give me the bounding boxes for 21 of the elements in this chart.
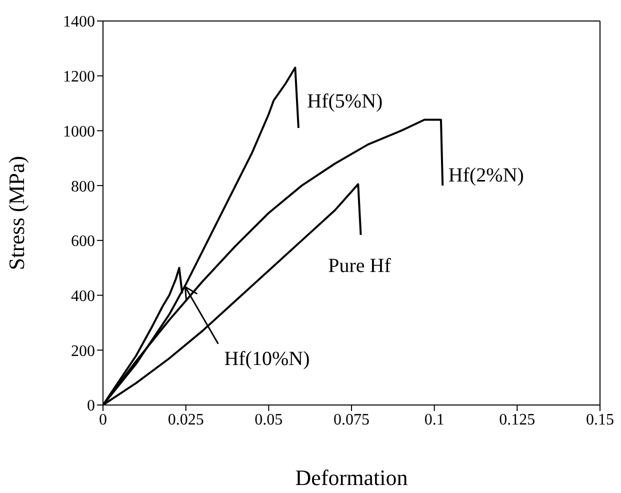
- x-tick-label: 0.025: [168, 411, 204, 428]
- series-label: Hf(2%N): [448, 164, 524, 187]
- x-tick-label: 0.05: [254, 411, 283, 428]
- y-axis-title: Stress (MPa): [4, 156, 29, 270]
- x-tick-label: 0: [99, 411, 107, 428]
- y-tick-label: 400: [71, 288, 95, 305]
- x-tick-label: 0.125: [499, 411, 536, 428]
- x-tick-label: 0.15: [586, 411, 614, 428]
- series-label: Hf(5%N): [307, 90, 383, 113]
- y-tick-label: 1000: [63, 123, 95, 140]
- y-tick-label: 1200: [63, 68, 95, 86]
- y-tick-label: 600: [71, 233, 95, 250]
- y-tick-label: 1400: [63, 14, 95, 31]
- text: Hf(10%N): [224, 348, 310, 370]
- x-axis-title: Deformation: [295, 465, 408, 490]
- y-tick-label: 0: [87, 398, 95, 415]
- y-tick-label: 800: [71, 178, 95, 196]
- series-label: Pure Hf: [328, 255, 392, 278]
- x-tick-label: 0.075: [334, 411, 370, 428]
- y-tick-label: 200: [71, 342, 95, 360]
- x-tick-label: 0.1: [424, 411, 444, 428]
